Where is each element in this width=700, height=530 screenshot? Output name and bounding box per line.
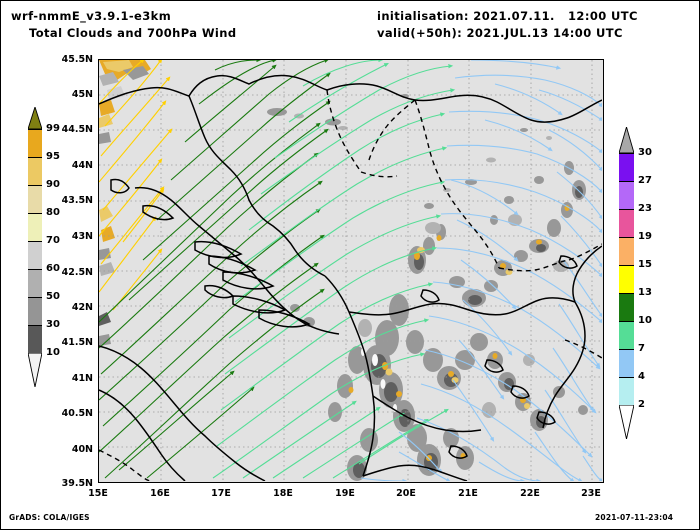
streamlines-yellow	[99, 60, 173, 311]
colorbar-left-tick-80: 80	[46, 207, 60, 218]
colorbar-left-tick-95: 95	[46, 151, 60, 162]
colorbar-left-tick-60: 60	[46, 263, 60, 274]
y-axis-label-3: 44N	[71, 160, 93, 171]
x-axis-label-5: 20E	[396, 488, 416, 499]
colorbar-left-tick-70: 70	[46, 235, 60, 246]
colorbar-left-bottom-arrow	[28, 353, 42, 387]
map-canvas	[99, 60, 602, 481]
colorbar-right-top-arrow	[619, 127, 634, 153]
colorbar-right-tick-4: 4	[638, 371, 645, 382]
colorbar-right-tick-27: 27	[638, 175, 652, 186]
x-axis-label-3: 18E	[273, 488, 293, 499]
x-axis-label-6: 21E	[458, 488, 478, 499]
colorbar-right-band-4	[619, 377, 634, 405]
total-clouds-colorbar: 99 95 90 80 70 60 50 30 10	[28, 107, 60, 387]
grads-credit-label: GrADS: COLA/IGES	[9, 513, 90, 522]
colorbar-right-band-7	[619, 349, 634, 377]
streamlines-springgreen	[212, 60, 456, 479]
y-axis-label-12: 39.5N	[61, 478, 93, 489]
weather-map-plot[interactable]	[98, 59, 604, 483]
colorbar-right-band-10	[619, 321, 634, 349]
y-axis-label-4: 43.5N	[61, 195, 93, 206]
y-axis-label-2: 44.5N	[61, 124, 93, 135]
colorbar-left-band-95	[28, 157, 42, 185]
y-axis-label-8: 41.5N	[61, 337, 93, 348]
y-axis-label-9: 41N	[71, 373, 93, 384]
x-axis-label-8: 23E	[581, 488, 601, 499]
colorbar-right-band-30	[619, 153, 634, 181]
colorbar-left-tick-10: 10	[46, 347, 60, 358]
colorbar-left-band-80	[28, 213, 42, 241]
colorbar-right-tick-2: 2	[638, 399, 645, 410]
colorbar-right-tick-7: 7	[638, 343, 645, 354]
model-name-label: wrf-nmmE_v3.9.1-e3km	[11, 9, 172, 23]
colorbar-left-band-70	[28, 241, 42, 269]
colorbar-left-tick-90: 90	[46, 179, 60, 190]
y-axis-label-6: 42.5N	[61, 267, 93, 278]
colorbar-right-tick-15: 15	[638, 259, 652, 270]
colorbar-left-band-50	[28, 297, 42, 325]
colorbar-right-band-13	[619, 293, 634, 321]
colorbar-right-band-19	[619, 237, 634, 265]
x-axis-label-7: 22E	[520, 488, 540, 499]
field-description-label: Total Clouds and 700hPa Wind	[29, 26, 237, 40]
y-axis-label-1: 45N	[71, 89, 93, 100]
colorbar-left-band-60	[28, 269, 42, 297]
y-axis-label-5: 43N	[71, 231, 93, 242]
colorbar-right-tick-13: 13	[638, 287, 652, 298]
streamlines-darkgreen	[99, 60, 331, 479]
y-axis-label-10: 40.5N	[61, 408, 93, 419]
y-axis-label-0: 45.5N	[61, 54, 93, 65]
colorbar-left-band-99	[28, 129, 42, 157]
colorbar-right-tick-19: 19	[638, 231, 652, 242]
colorbar-right-band-23	[619, 209, 634, 237]
valid-time-label: valid(+50h): 2021.JUL.13 14:00 UTC	[377, 26, 623, 40]
y-axis-label-11: 40N	[71, 444, 93, 455]
cloud-cover-layer	[99, 60, 588, 481]
colorbar-right-band-27	[619, 181, 634, 209]
x-axis-label-4: 19E	[335, 488, 355, 499]
x-axis-label-1: 16E	[150, 488, 170, 499]
initialisation-time-label: initialisation: 2021.07.11. 12:00 UTC	[377, 9, 638, 23]
wind-speed-colorbar: 30 27 23 19 15 13 10 7 4 2	[619, 127, 652, 439]
colorbar-left-tick-99: 99	[46, 123, 60, 134]
x-axis-label-0: 15E	[88, 488, 108, 499]
colorbar-left-tick-50: 50	[46, 291, 60, 302]
colorbar-left-top-arrow	[28, 107, 42, 129]
colorbar-right-tick-23: 23	[638, 203, 652, 214]
y-axis-label-7: 42N	[71, 302, 93, 313]
colorbar-left-band-30	[28, 325, 42, 353]
colorbar-left-band-90	[28, 185, 42, 213]
colorbar-right-tick-10: 10	[638, 315, 652, 326]
colorbar-right-bottom-arrow	[619, 405, 634, 439]
colorbar-right-tick-30: 30	[638, 147, 652, 158]
coastlines-layer	[99, 74, 602, 481]
generation-timestamp: 2021-07-11-23:04	[595, 513, 674, 522]
x-axis-label-2: 17E	[211, 488, 231, 499]
colorbar-right-band-15	[619, 265, 634, 293]
political-borders-layer	[99, 89, 602, 481]
colorbar-left-tick-30: 30	[46, 319, 60, 330]
